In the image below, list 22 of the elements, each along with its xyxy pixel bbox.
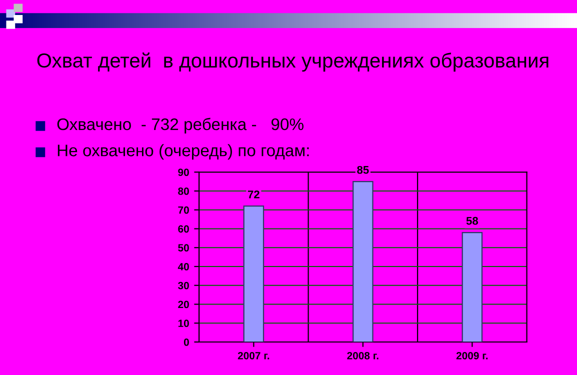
y-tick-label: 30 [178, 282, 189, 290]
x-tick-label: 2007 г. [238, 352, 270, 360]
bar [352, 181, 374, 342]
data-label: 72 [248, 190, 260, 198]
bar [243, 206, 264, 342]
y-tick-label: 0 [184, 338, 189, 346]
y-tick-label: 80 [178, 188, 189, 195]
text: Не охвачено (очередь) по годам: [58, 144, 309, 160]
data-label: 85 [357, 166, 369, 174]
y-tick-label: 90 [178, 168, 189, 176]
chart-title: Охват детей в дошкольных учреждениях образования [37, 52, 548, 72]
y-tick-label: 60 [178, 225, 189, 233]
x-tick-label: 2008 г. [347, 352, 378, 360]
y-tick-label: 10 [178, 320, 189, 327]
text: Охвачено - 732 ребенка - 90% [57, 118, 304, 134]
y-tick-label: 50 [178, 244, 189, 252]
data-label: 58 [466, 216, 478, 225]
x-tick-label: 2009 г. [456, 352, 488, 360]
y-tick-label: 20 [178, 300, 189, 308]
y-tick-label: 70 [178, 206, 189, 214]
bar [462, 232, 483, 342]
y-tick-label: 40 [178, 263, 189, 270]
